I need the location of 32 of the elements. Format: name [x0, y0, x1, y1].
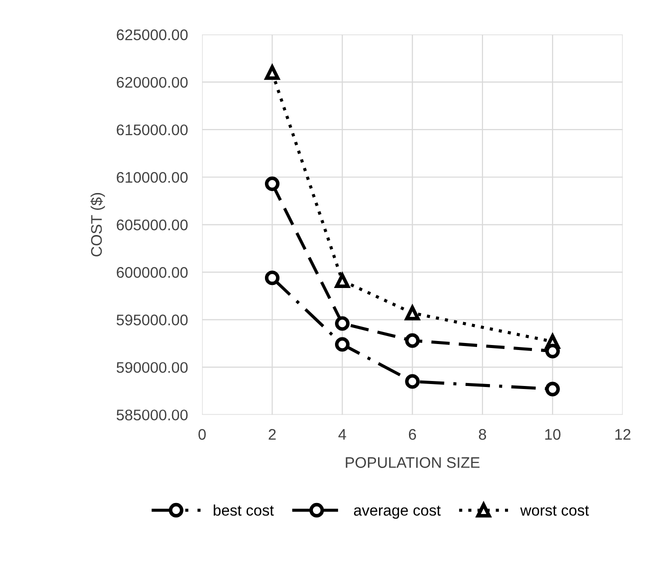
x-tick-label: 4 [338, 429, 346, 440]
legend-label: average cost [354, 506, 441, 519]
y-axis-title: COST ($) [90, 193, 105, 256]
legend-label: best cost [214, 504, 274, 516]
y-tick-label: 590000.00 [116, 362, 188, 373]
point [545, 382, 560, 396]
point [264, 65, 280, 80]
point [335, 273, 350, 288]
point [405, 374, 420, 389]
y-tick-label: 585000.00 [116, 410, 188, 420]
x-axis-title: POPULATION SIZE [346, 457, 480, 468]
point [545, 344, 560, 358]
y-tick-label: 610000.00 [116, 172, 188, 183]
y-tick-label: 620000.00 [116, 76, 188, 88]
y-tick-label: 615000.00 [116, 124, 188, 136]
legend-label: worst cost [520, 506, 589, 516]
point [405, 306, 420, 320]
y-tick-label: 625000.00 [116, 29, 188, 40]
y-tick-label: 605000.00 [116, 220, 188, 230]
point [264, 270, 280, 286]
y-tick-label: 595000.00 [116, 314, 188, 326]
x-tick-label: 10 [545, 429, 560, 440]
x-tick-label: 2 [268, 429, 276, 440]
y-tick-label: 600000.00 [116, 267, 188, 278]
x-tick-label: 6 [408, 429, 416, 440]
x-tick-label: 0 [198, 429, 206, 440]
point [264, 176, 280, 192]
x-tick-label: 12 [615, 429, 630, 440]
point [335, 316, 350, 331]
x-tick-label: 8 [478, 429, 486, 440]
point [335, 337, 350, 352]
point [405, 333, 420, 348]
